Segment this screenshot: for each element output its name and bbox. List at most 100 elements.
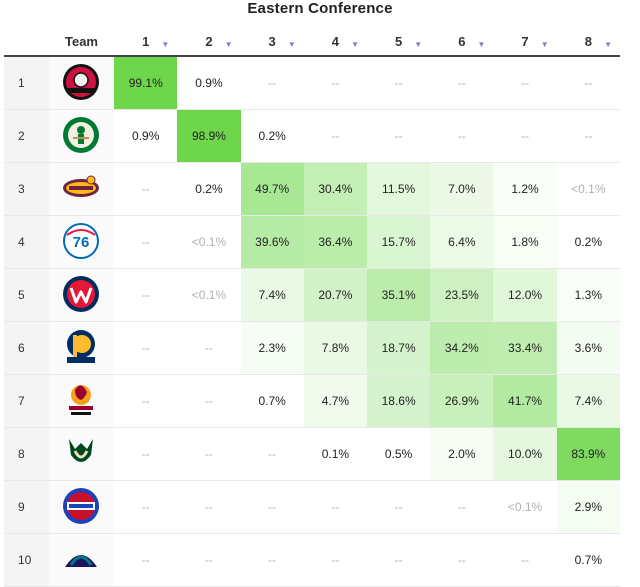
probability-cell: 41.7% (493, 374, 557, 428)
probability-cell: -- (493, 533, 557, 587)
probability-cell: -- (556, 109, 620, 163)
seed-3-column-header[interactable]: 3 ▼ (240, 28, 304, 57)
probability-cell: 4.7% (303, 374, 367, 428)
probability-cell: 15.7% (367, 215, 431, 269)
probability-cell: 0.2% (177, 162, 241, 216)
probability-cell: 30.4% (303, 162, 367, 216)
row-seed-label: 9 (4, 480, 49, 534)
probability-cell: 98.9% (177, 109, 241, 163)
probability-cell: 36.4% (303, 215, 367, 269)
probability-cell: 0.7% (556, 533, 620, 587)
seed-6-column-header[interactable]: 6 ▼ (430, 28, 494, 57)
sort-arrow-icon[interactable]: ▼ (540, 40, 549, 49)
team-logo-cell (48, 427, 115, 481)
probability-cell: <0.1% (493, 480, 557, 534)
probability-cell: -- (493, 56, 557, 110)
probability-cell: -- (367, 56, 431, 110)
chart-title: Eastern Conference (247, 0, 393, 17)
svg-text:76: 76 (73, 234, 90, 251)
sort-arrow-icon[interactable]: ▼ (604, 40, 612, 49)
probability-cell: 7.0% (430, 162, 494, 216)
probability-cell: <0.1% (556, 162, 620, 216)
column-header-label: 8 (584, 34, 592, 49)
column-header-label: 3 (268, 34, 276, 49)
celtics-logo-icon (61, 115, 101, 158)
sort-arrow-icon[interactable]: ▼ (477, 40, 486, 49)
sort-arrow-icon[interactable]: ▼ (224, 40, 233, 49)
table-row: 10 -- -- -- -- -- -- -- 0.7% (4, 533, 620, 587)
row-seed-label: 6 (4, 321, 49, 375)
probability-cell: 10.0% (493, 427, 557, 481)
sort-arrow-icon[interactable]: ▼ (351, 40, 359, 49)
sort-arrow-icon[interactable]: ▼ (161, 40, 170, 49)
table-row: 6 -- -- 2.3% 7.8% 18.7% 34.2% 33.4% 3.6% (4, 321, 620, 375)
team-logo-cell (48, 374, 115, 428)
team-logo-cell (48, 480, 115, 534)
row-seed-label: 10 (4, 533, 49, 587)
probability-cell: -- (177, 480, 241, 534)
probability-cell: 0.9% (177, 56, 241, 110)
row-seed-label: 4 (4, 215, 49, 269)
row-seed-label: 8 (4, 427, 49, 481)
row-seed-label: 5 (4, 268, 49, 322)
probability-cell: 33.4% (493, 321, 557, 375)
team-logo-cell (48, 321, 115, 375)
heat-logo-icon (61, 380, 101, 423)
probability-cell: 12.0% (493, 268, 557, 322)
seed-1-column-header[interactable]: 1 ▼ (114, 28, 178, 57)
seed-8-column-header[interactable]: 8 ▼ (556, 28, 620, 57)
column-header-label: 7 (521, 34, 529, 49)
wizards-logo-icon (61, 274, 101, 317)
probability-cell: 11.5% (367, 162, 431, 216)
sort-arrow-icon[interactable]: ▼ (414, 40, 423, 49)
header-row: Team 1 ▼ 2 ▼ 3 ▼ 4 ▼ 5 ▼ 6 ▼ 7 ▼ 8 ▼ (4, 28, 620, 57)
raptors-logo-icon (61, 62, 101, 105)
probability-cell: 18.6% (367, 374, 431, 428)
seed-5-column-header[interactable]: 5 ▼ (367, 28, 431, 57)
probability-cell: -- (240, 480, 304, 534)
row-seed-label: 2 (4, 109, 49, 163)
seed-2-column-header[interactable]: 2 ▼ (177, 28, 241, 57)
table-row: 5 -- <0.1% 7.4% 20.7% 35.1% 23.5% 12.0% 1.3% (4, 268, 620, 322)
probability-cell: 0.5% (367, 427, 431, 481)
76ers-logo-icon: 76 (61, 221, 101, 264)
seed-4-column-header[interactable]: 4 ▼ (303, 28, 367, 57)
table-row: 9 -- -- -- -- -- -- <0.1% 2.9% (4, 480, 620, 534)
probability-cell: -- (114, 374, 178, 428)
probability-cell: -- (430, 56, 494, 110)
probability-cell: 0.2% (240, 109, 304, 163)
probability-cell: 35.1% (367, 268, 431, 322)
probability-cell: 39.6% (240, 215, 304, 269)
sort-arrow-icon[interactable]: ▼ (287, 40, 296, 49)
table-row: 1 99.1% 0.9% -- -- -- -- -- -- (4, 56, 620, 110)
probability-cell: 1.8% (493, 215, 557, 269)
probability-cell: -- (430, 480, 494, 534)
probability-cell: 7.4% (240, 268, 304, 322)
probability-cell: 0.9% (114, 109, 178, 163)
probability-cell: -- (114, 321, 178, 375)
probability-cell: 7.4% (556, 374, 620, 428)
probability-cell: -- (303, 56, 367, 110)
probability-cell: -- (114, 162, 178, 216)
probability-cell: -- (303, 480, 367, 534)
probability-cell: -- (177, 321, 241, 375)
probability-cell: -- (177, 427, 241, 481)
table-body: 1 99.1% 0.9% -- -- -- -- -- -- 2 0.9% 98.9% 0.2% -- --… (4, 56, 620, 587)
column-header-label: 6 (458, 34, 466, 49)
probability-cell: -- (114, 427, 178, 481)
probability-cell: 1.2% (493, 162, 557, 216)
seed-7-column-header[interactable]: 7 ▼ (493, 28, 557, 57)
probability-cell: -- (493, 109, 557, 163)
probability-cell: -- (556, 56, 620, 110)
probability-cell: -- (114, 533, 178, 587)
team-logo-cell (48, 268, 115, 322)
probability-cell: 20.7% (303, 268, 367, 322)
probability-cell: 0.2% (556, 215, 620, 269)
probability-cell: 2.3% (240, 321, 304, 375)
probability-cell: <0.1% (177, 268, 241, 322)
probability-cell: -- (114, 268, 178, 322)
row-seed-label: 1 (4, 56, 49, 110)
probability-table: Team 1 ▼ 2 ▼ 3 ▼ 4 ▼ 5 ▼ 6 ▼ 7 ▼ 8 ▼ 1 99.1% 0.9% -- -- -- --… (4, 28, 620, 587)
table-row: 4 76 -- <0.1% 39.6% 36.4% 15.7% 6.4% 1.8% 0.2% (4, 215, 620, 269)
row-seed-label: 3 (4, 162, 49, 216)
